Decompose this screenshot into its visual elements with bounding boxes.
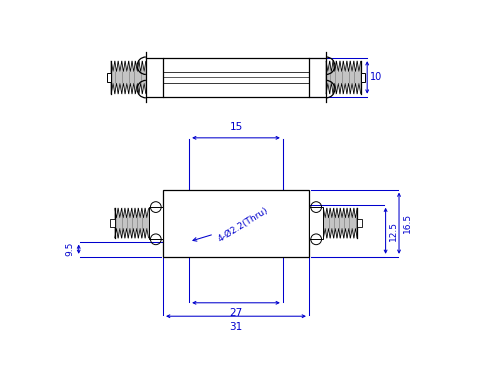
Bar [107,73,111,82]
Text: 15: 15 [229,122,243,132]
Text: 9.5: 9.5 [65,242,74,256]
Bar [163,58,309,97]
Text: 16.5: 16.5 [403,213,412,233]
Text: 31: 31 [229,321,243,331]
Bar [357,219,362,228]
Text: 12.5: 12.5 [390,221,398,241]
Bar [309,207,323,239]
Bar [361,73,365,82]
Bar [163,190,309,257]
Text: 27: 27 [229,308,243,318]
Text: 10: 10 [370,72,382,82]
Bar [148,207,163,239]
Text: 4-Ø2.2(Thru): 4-Ø2.2(Thru) [193,206,270,244]
Bar [110,219,115,228]
